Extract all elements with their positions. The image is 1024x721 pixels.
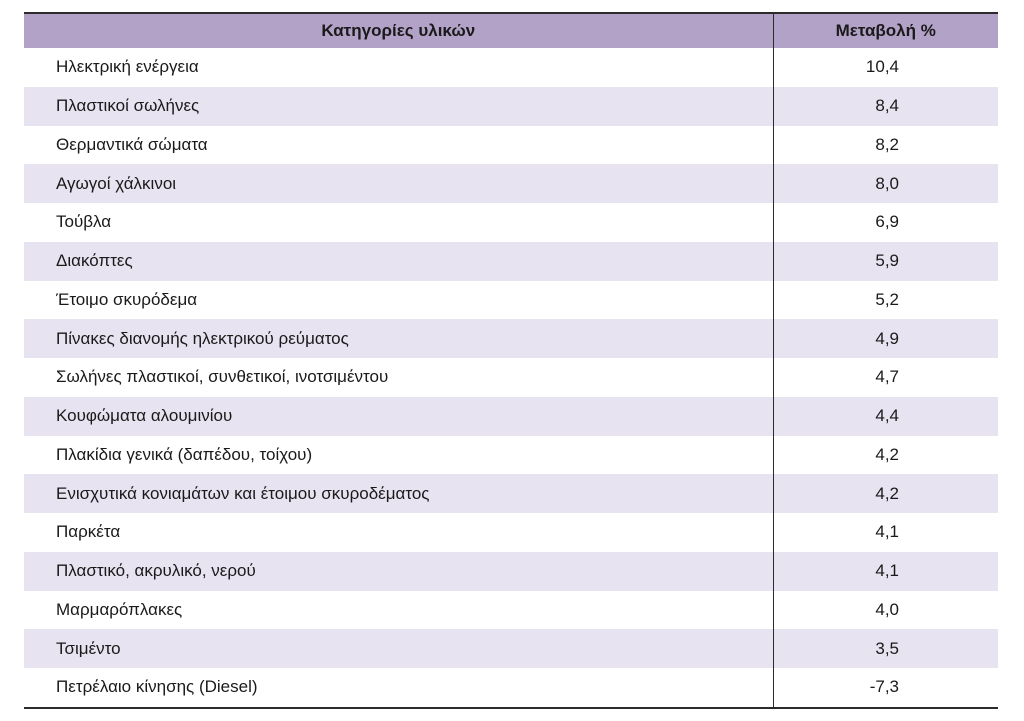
change-cell: 10,4 bbox=[772, 48, 998, 87]
table-row: Ενισχυτικά κονιαμάτων και έτοιμου σκυροδ… bbox=[24, 474, 998, 513]
change-cell: 4,0 bbox=[772, 590, 998, 630]
table-body: Ηλεκτρική ενέργεια 10,4 Πλαστικοί σωλήνες… bbox=[24, 48, 998, 709]
category-cell: Πλαστικοί σωλήνες bbox=[24, 86, 773, 126]
change-cell: 4,2 bbox=[772, 435, 998, 475]
change-cell: 3,5 bbox=[772, 629, 998, 668]
category-cell: Πλακίδια γενικά (δαπέδου, τοίχου) bbox=[24, 435, 773, 475]
table-row: Ηλεκτρική ενέργεια 10,4 bbox=[24, 48, 998, 87]
change-cell: 4,1 bbox=[772, 513, 998, 552]
data-table: Κατηγορίες υλικών Μεταβολή % Ηλεκτρική ε… bbox=[24, 12, 998, 709]
table-row: Θερμαντικά σώματα 8,2 bbox=[24, 125, 998, 165]
change-cell: 8,2 bbox=[772, 125, 998, 165]
category-cell: Πίνακες διανομής ηλεκτρικού ρεύματος bbox=[24, 319, 773, 358]
table-row: Έτοιμο σκυρόδεμα 5,2 bbox=[24, 280, 998, 320]
category-cell: Διακόπτες bbox=[24, 241, 773, 281]
change-cell: 8,0 bbox=[772, 164, 998, 203]
table-row: Τσιμέντο 3,5 bbox=[24, 629, 998, 668]
table-row: Αγωγοί χάλκινοι 8,0 bbox=[24, 164, 998, 203]
table-row: Διακόπτες 5,9 bbox=[24, 241, 998, 281]
category-cell: Έτοιμο σκυρόδεμα bbox=[24, 280, 773, 320]
change-cell: 5,2 bbox=[772, 280, 998, 320]
table-row: Μαρμαρόπλακες 4,0 bbox=[24, 590, 998, 630]
table-row: Παρκέτα 4,1 bbox=[24, 513, 998, 552]
category-cell: Παρκέτα bbox=[24, 513, 773, 552]
table-row: Πετρέλαιο κίνησης (Diesel) -7,3 bbox=[24, 668, 998, 709]
table-row: Κουφώματα αλουμινίου 4,4 bbox=[24, 396, 998, 436]
change-cell: 4,9 bbox=[772, 319, 998, 358]
category-cell: Μαρμαρόπλακες bbox=[24, 590, 773, 630]
change-cell: 4,1 bbox=[772, 551, 998, 591]
category-cell: Ηλεκτρική ενέργεια bbox=[24, 48, 773, 87]
change-cell: -7,3 bbox=[772, 668, 998, 709]
category-cell: Σωλήνες πλαστικοί, συνθετικοί, ινοτσιμέν… bbox=[24, 358, 773, 397]
change-cell: 4,4 bbox=[772, 396, 998, 436]
materials-price-change-table: Κατηγορίες υλικών Μεταβολή % Ηλεκτρική ε… bbox=[24, 12, 998, 709]
category-cell: Τσιμέντο bbox=[24, 629, 773, 668]
category-cell: Θερμαντικά σώματα bbox=[24, 125, 773, 165]
table-row: Πλαστικό, ακρυλικό, νερού 4,1 bbox=[24, 551, 998, 591]
table-header: Κατηγορίες υλικών Μεταβολή % bbox=[24, 12, 998, 48]
table-row: Πίνακες διανομής ηλεκτρικού ρεύματος 4,9 bbox=[24, 319, 998, 358]
table-row: Τούβλα 6,9 bbox=[24, 203, 998, 242]
category-cell: Αγωγοί χάλκινοι bbox=[24, 164, 773, 203]
column-header-category: Κατηγορίες υλικών bbox=[24, 12, 773, 48]
change-cell: 6,9 bbox=[772, 203, 998, 242]
table-row: Πλακίδια γενικά (δαπέδου, τοίχου) 4,2 bbox=[24, 435, 998, 475]
category-cell: Πετρέλαιο κίνησης (Diesel) bbox=[24, 668, 773, 709]
table-row: Σωλήνες πλαστικοί, συνθετικοί, ινοτσιμέν… bbox=[24, 358, 998, 397]
category-cell: Ενισχυτικά κονιαμάτων και έτοιμου σκυροδ… bbox=[24, 474, 773, 513]
change-cell: 4,7 bbox=[772, 358, 998, 397]
column-header-change: Μεταβολή % bbox=[772, 12, 998, 48]
category-cell: Πλαστικό, ακρυλικό, νερού bbox=[24, 551, 773, 591]
header-row: Κατηγορίες υλικών Μεταβολή % bbox=[24, 12, 998, 48]
change-cell: 8,4 bbox=[772, 86, 998, 126]
category-cell: Κουφώματα αλουμινίου bbox=[24, 396, 773, 436]
change-cell: 4,2 bbox=[772, 474, 998, 513]
change-cell: 5,9 bbox=[772, 241, 998, 281]
table-row: Πλαστικοί σωλήνες 8,4 bbox=[24, 86, 998, 126]
category-cell: Τούβλα bbox=[24, 203, 773, 242]
